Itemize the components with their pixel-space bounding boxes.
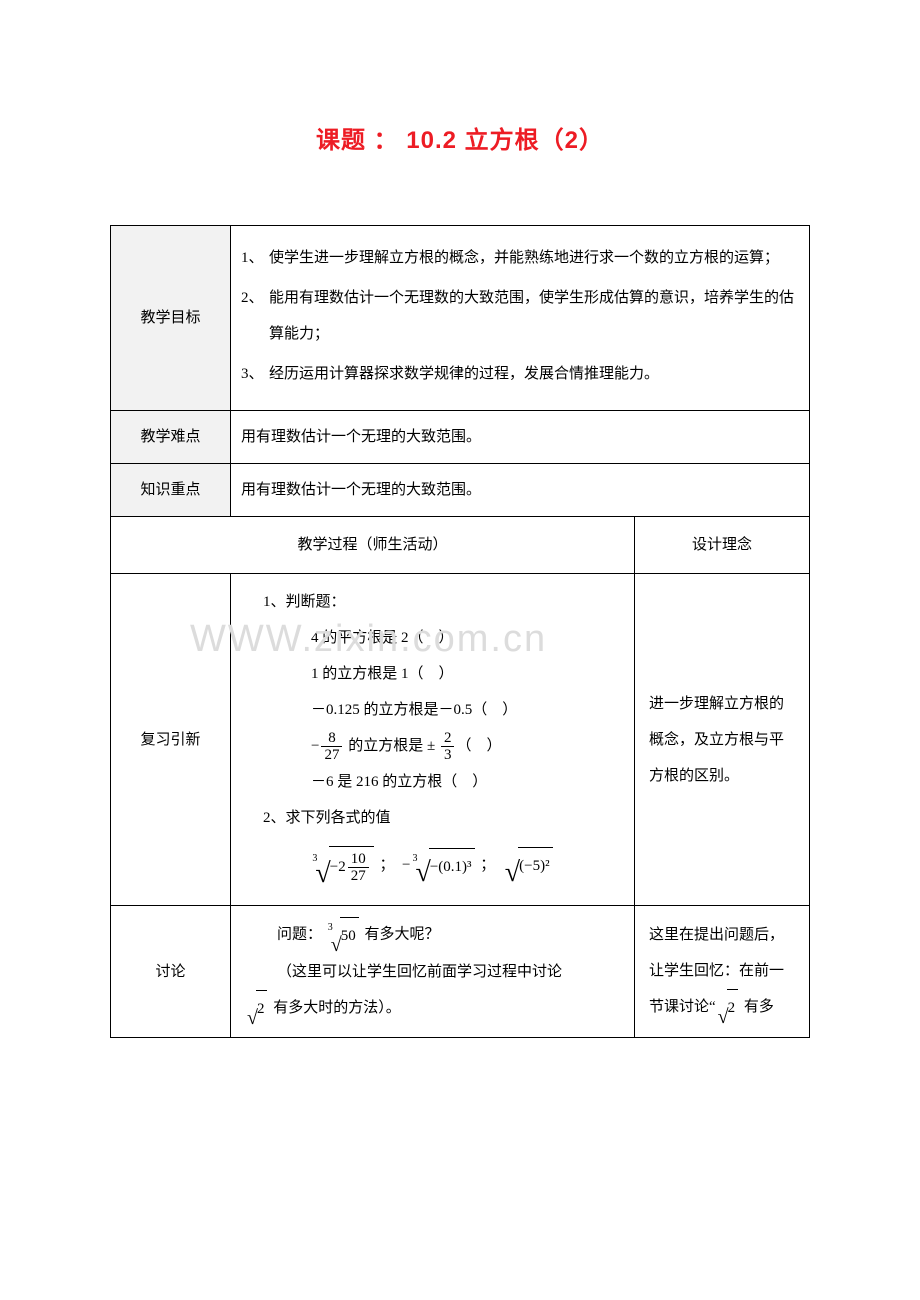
radicand: 2 bbox=[256, 990, 268, 1027]
q1-item-frac: −827 的立方根是 ± 23（ ） bbox=[245, 728, 620, 764]
discuss-note-2: √ 2 有多大时的方法）。 bbox=[245, 990, 620, 1027]
frac-top: 2 bbox=[441, 730, 455, 748]
label-review: 复习引新 bbox=[111, 574, 231, 906]
goal-num: 1、 bbox=[241, 240, 269, 276]
q1-item: 4 的平方根是 2（ ） bbox=[245, 620, 620, 656]
row-difficulty: 教学难点 用有理数估计一个无理的大致范围。 bbox=[111, 411, 810, 464]
frac-bot: 3 bbox=[441, 747, 455, 764]
frac-top: 8 bbox=[321, 730, 342, 748]
label-discuss: 讨论 bbox=[111, 906, 231, 1038]
goal-item: 1、 使学生进一步理解立方根的概念，并能熟练地进行求一个数的立方根的运算； bbox=[241, 240, 799, 276]
radicand: −(0.1)³ bbox=[429, 848, 475, 885]
rationale-review: 进一步理解立方根的概念，及立方根与平方根的区别。 bbox=[634, 574, 809, 906]
separator: ； bbox=[480, 857, 495, 873]
label-goals: 教学目标 bbox=[111, 226, 231, 411]
content-keypoint: 用有理数估计一个无理的大致范围。 bbox=[231, 464, 810, 517]
content-discuss: 问题： 3 √ 50 有多大呢？ （这里可以让学生回忆前面学习过程中讨论 √ 2… bbox=[231, 906, 635, 1038]
goal-text: 能用有理数估计一个无理数的大致范围，使学生形成估算的意识，培养学生的估算能力； bbox=[269, 280, 799, 352]
radicand: (−5)² bbox=[518, 847, 552, 884]
label-keypoint: 知识重点 bbox=[111, 464, 231, 517]
content-difficulty: 用有理数估计一个无理的大致范围。 bbox=[231, 411, 810, 464]
mid-text: 的立方根是 ± bbox=[344, 738, 438, 754]
q2-expressions: 3 √ −21027 ； − 3 √ −(0.1)³ ； √ bbox=[245, 836, 620, 895]
goal-text: 使学生进一步理解立方根的概念，并能熟练地进行求一个数的立方根的运算； bbox=[269, 240, 799, 276]
radicand: 50 bbox=[340, 917, 359, 954]
discuss-note: （这里可以让学生回忆前面学习过程中讨论 bbox=[245, 954, 620, 990]
fraction-2-3: 23 bbox=[441, 730, 455, 764]
content-review: 1、判断题： 4 的平方根是 2（ ） 1 的立方根是 1（ ） －0.125 … bbox=[231, 574, 635, 906]
q1-item: －0.125 的立方根是－0.5（ ） bbox=[245, 692, 620, 728]
sqrt-expr-3: √ (−5)² bbox=[505, 847, 553, 884]
q1-label: 1、判断题： bbox=[245, 584, 620, 620]
cuberoot-50: 3 √ 50 bbox=[328, 916, 359, 954]
goal-num: 2、 bbox=[241, 280, 269, 352]
row-review: 复习引新 1、判断题： 4 的平方根是 2（ ） 1 的立方根是 1（ ） －0… bbox=[111, 574, 810, 906]
rationale-post: 有多 bbox=[740, 999, 774, 1015]
goal-item: 3、 经历运用计算器探求数学规律的过程，发展合情推理能力。 bbox=[241, 356, 799, 392]
paren-blank: （ ） bbox=[456, 738, 501, 754]
neg-sign: − bbox=[311, 738, 319, 754]
neg-two: −2 bbox=[330, 859, 346, 875]
cuberoot-expr-1: 3 √ −21027 bbox=[312, 846, 373, 885]
q1-item: －6 是 216 的立方根（ ） bbox=[245, 764, 620, 800]
discuss-question: 问题： 3 √ 50 有多大呢？ bbox=[245, 916, 620, 954]
q-suffix: 有多大呢？ bbox=[365, 926, 440, 942]
row-section-header: 教学过程（师生活动） 设计理念 bbox=[111, 517, 810, 574]
header-process: 教学过程（师生活动） bbox=[111, 517, 635, 574]
sqrt-2: √2 bbox=[718, 989, 738, 1026]
separator: ； bbox=[379, 857, 394, 873]
frac-bot: 27 bbox=[321, 747, 342, 764]
page-container: 课题 ： 10.2 立方根（2） 教学目标 1、 使学生进一步理解立方根的概念，… bbox=[0, 0, 920, 1038]
row-discuss: 讨论 问题： 3 √ 50 有多大呢？ （这里可以让学生回忆前面学习过程中讨论 … bbox=[111, 906, 810, 1038]
lesson-plan-table: 教学目标 1、 使学生进一步理解立方根的概念，并能熟练地进行求一个数的立方根的运… bbox=[110, 225, 810, 1038]
radicand: −21027 bbox=[329, 846, 374, 885]
goal-text: 经历运用计算器探求数学规律的过程，发展合情推理能力。 bbox=[269, 356, 799, 392]
fraction-8-27: 827 bbox=[321, 730, 342, 764]
sqrt-2: √ 2 bbox=[247, 990, 267, 1027]
q2-label: 2、求下列各式的值 bbox=[245, 800, 620, 836]
row-goals: 教学目标 1、 使学生进一步理解立方根的概念，并能熟练地进行求一个数的立方根的运… bbox=[111, 226, 810, 411]
header-rationale: 设计理念 bbox=[634, 517, 809, 574]
goal-num: 3、 bbox=[241, 356, 269, 392]
radicand: 2 bbox=[727, 989, 739, 1026]
frac-bot: 27 bbox=[348, 868, 369, 885]
rationale-discuss: 这里在提出问题后，让学生回忆：在前一节课讨论“√2 有多 bbox=[634, 906, 809, 1038]
frac-top: 10 bbox=[348, 851, 369, 869]
content-goals: 1、 使学生进一步理解立方根的概念，并能熟练地进行求一个数的立方根的运算； 2、… bbox=[231, 226, 810, 411]
q1-item: 1 的立方根是 1（ ） bbox=[245, 656, 620, 692]
label-difficulty: 教学难点 bbox=[111, 411, 231, 464]
row-keypoint: 知识重点 用有理数估计一个无理的大致范围。 bbox=[111, 464, 810, 517]
document-title: 课题 ： 10.2 立方根（2） bbox=[110, 120, 810, 155]
note-suffix: 有多大时的方法）。 bbox=[273, 1000, 401, 1016]
q-prefix: 问题： bbox=[277, 926, 322, 942]
cuberoot-expr-2: 3 √ −(0.1)³ bbox=[412, 847, 474, 885]
goal-item: 2、 能用有理数估计一个无理数的大致范围，使学生形成估算的意识，培养学生的估算能… bbox=[241, 280, 799, 352]
fraction-10-27: 1027 bbox=[348, 851, 369, 885]
